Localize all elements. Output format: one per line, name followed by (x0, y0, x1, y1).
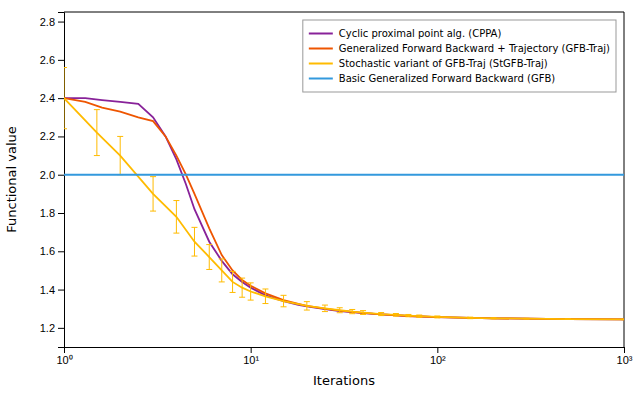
tick: 2.0 (40, 169, 64, 181)
line (64, 98, 624, 319)
y-axis-line (58, 13, 65, 348)
series (64, 98, 624, 319)
tick-label: 10² (430, 354, 446, 366)
tick-mark (58, 175, 64, 176)
tick-mark (58, 251, 64, 252)
x-axis: 10⁰ 10¹ 10² 10³ (56, 347, 632, 366)
tick-label: 2.8 (40, 16, 55, 28)
series (64, 68, 624, 320)
series (64, 98, 624, 319)
tick-mark (437, 347, 438, 353)
tick-label: 1.6 (40, 245, 55, 257)
legend-label: Generalized Forward Backward + Trajector… (339, 43, 610, 54)
tick-label: 10⁰ (56, 354, 72, 366)
tick: 1.6 (40, 245, 64, 257)
x-axis-title: Iterations (313, 373, 375, 388)
tick: 1.8 (40, 207, 64, 219)
tick-mark (58, 60, 64, 61)
tick-label: 2.2 (40, 130, 55, 142)
tick-mark (624, 347, 625, 353)
tick-mark (58, 290, 64, 291)
line (64, 98, 624, 319)
legend-swatch (309, 33, 333, 35)
tick: 1.2 (40, 322, 64, 334)
legend-swatch (309, 78, 333, 80)
tick-mark (58, 22, 64, 23)
tick-label: 2.4 (40, 92, 55, 104)
legend-swatch (309, 63, 333, 65)
legend-swatch (309, 48, 333, 50)
tick-mark (251, 347, 252, 353)
x-axis-line (65, 348, 625, 354)
series (64, 174, 624, 175)
tick: 2.8 (40, 16, 64, 28)
tick: 10¹ (243, 347, 259, 366)
tick: 10⁰ (56, 347, 72, 366)
line (64, 98, 624, 319)
tick: 2.4 (40, 92, 64, 104)
chart: 10⁰ 10¹ 10² 10³ 1.2 1.4 1.6 1.8 2.0 2.2 2.4 2.6 2.8 I… (0, 0, 640, 395)
legend-label: Cyclic proximal point alg. (CPPA) (339, 28, 502, 39)
tick: 10³ (617, 347, 633, 366)
tick-label: 1.4 (40, 284, 55, 296)
horizontal-line (64, 174, 624, 176)
legend: Cyclic proximal point alg. (CPPA) General… (303, 20, 616, 92)
legend-label: Stochastic variant of GFB-Traj (StGFB-Tr… (339, 58, 548, 69)
tick: 10² (430, 347, 446, 366)
y-axis: 1.2 1.4 1.6 1.8 2.0 2.2 2.4 2.6 2.8 (40, 13, 65, 348)
legend-label: Basic Generalized Forward Backward (GFB) (339, 73, 555, 84)
tick-mark (58, 136, 64, 137)
tick-label: 10¹ (243, 354, 259, 366)
y-axis-title: Functional value (4, 126, 19, 233)
tick-label: 2.0 (40, 169, 55, 181)
legend-frame (303, 20, 616, 92)
tick-label: 1.8 (40, 207, 55, 219)
tick-mark (58, 213, 64, 214)
tick-mark (58, 328, 64, 329)
tick-label: 2.6 (40, 54, 55, 66)
tick-mark (58, 98, 64, 99)
tick-label: 10³ (617, 354, 633, 366)
plot-area (64, 68, 624, 320)
tick: 2.6 (40, 54, 64, 66)
tick: 2.2 (40, 130, 64, 142)
frame (624, 12, 625, 347)
tick-label: 1.2 (40, 322, 55, 334)
tick: 1.4 (40, 284, 64, 296)
frame (64, 12, 624, 13)
